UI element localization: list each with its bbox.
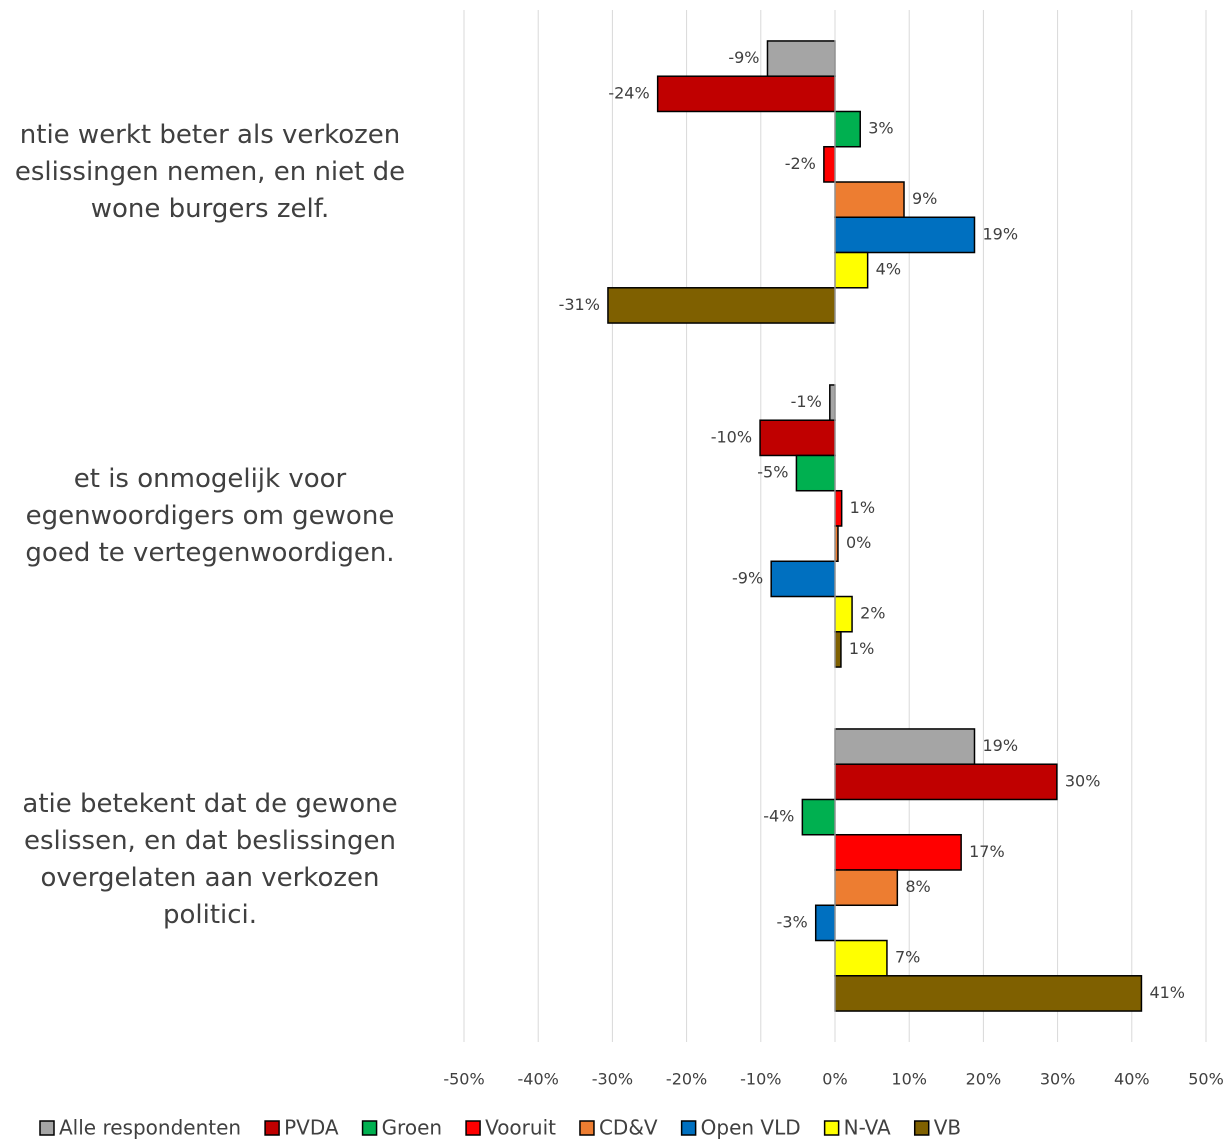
value-label: 30% (1065, 771, 1101, 790)
value-label: 0% (846, 533, 871, 552)
legend-swatch (39, 1120, 55, 1136)
category-label: ntie werkt beter als verkozen eslissinge… (14, 119, 406, 224)
value-label: -1% (791, 392, 822, 411)
bar (834, 595, 853, 633)
bar (823, 145, 836, 183)
legend-label: Vooruit (485, 1116, 556, 1140)
bar (834, 728, 976, 765)
bar (834, 833, 962, 871)
bar (829, 384, 836, 421)
value-label: 41% (1149, 983, 1185, 1002)
x-tick-label: 30% (1040, 1070, 1076, 1089)
bar (834, 975, 1143, 1012)
x-tick-label: -10% (740, 1070, 781, 1089)
bar (834, 251, 869, 289)
value-label: 9% (912, 189, 937, 208)
bar (834, 489, 843, 527)
x-tick-label: -40% (518, 1070, 559, 1089)
x-tick-label: -20% (666, 1070, 707, 1089)
bar (834, 216, 976, 254)
value-label: -5% (757, 463, 788, 482)
bar (801, 798, 836, 836)
bar (607, 287, 836, 324)
bar (770, 560, 836, 598)
bar (834, 869, 899, 907)
bar (656, 75, 836, 113)
x-tick-label: 40% (1114, 1070, 1150, 1089)
value-label: 8% (905, 877, 930, 896)
bar (834, 181, 905, 219)
value-label: -3% (777, 912, 808, 931)
value-label: 3% (868, 119, 893, 138)
bar (814, 904, 836, 942)
value-label: 4% (876, 260, 901, 279)
value-label: 2% (860, 604, 885, 623)
value-label: -24% (608, 83, 649, 102)
value-label: 1% (850, 498, 875, 517)
bar (766, 40, 836, 77)
category-label: et is onmogelijk voor egenwoordigers om … (25, 463, 395, 568)
value-label: -4% (763, 807, 794, 826)
legend-swatch (579, 1120, 595, 1136)
value-label: -9% (728, 48, 759, 67)
x-tick-label: -30% (592, 1070, 633, 1089)
legend-label: N-VA (844, 1116, 891, 1140)
bar (834, 939, 888, 977)
value-label: 19% (982, 736, 1018, 755)
legend-label: PVDA (284, 1116, 339, 1140)
value-label: -2% (785, 154, 816, 173)
x-tick-label: 20% (966, 1070, 1002, 1089)
value-label: 1% (849, 639, 874, 658)
legend-swatch (465, 1120, 481, 1136)
value-label: -9% (732, 568, 763, 587)
x-tick-label: -50% (443, 1070, 484, 1089)
legend-swatch (264, 1120, 280, 1136)
legend-swatch (823, 1120, 840, 1136)
legend-label: Open VLD (701, 1116, 801, 1140)
category-label: atie betekent dat de gewone eslissen, en… (22, 789, 398, 930)
legend-label: Alle respondenten (59, 1116, 241, 1140)
bar (795, 454, 836, 492)
x-tick-label: 50% (1188, 1070, 1224, 1089)
bar (834, 110, 861, 148)
legend-swatch (913, 1120, 930, 1136)
bar (834, 763, 1058, 801)
value-label: -10% (711, 427, 752, 446)
value-label: 17% (969, 842, 1005, 861)
bar (834, 631, 842, 668)
legend-label: VB (934, 1116, 961, 1140)
x-tick-label: 0% (822, 1070, 847, 1089)
legend-label: CD&V (599, 1116, 658, 1140)
value-label: -31% (559, 295, 600, 314)
value-label: 19% (982, 224, 1018, 243)
value-label: 7% (895, 948, 920, 967)
legend-swatch (361, 1120, 378, 1136)
x-tick-label: 10% (891, 1070, 927, 1089)
bar (759, 419, 836, 457)
legend-swatch (680, 1120, 697, 1136)
legend-label: Groen (382, 1116, 443, 1140)
